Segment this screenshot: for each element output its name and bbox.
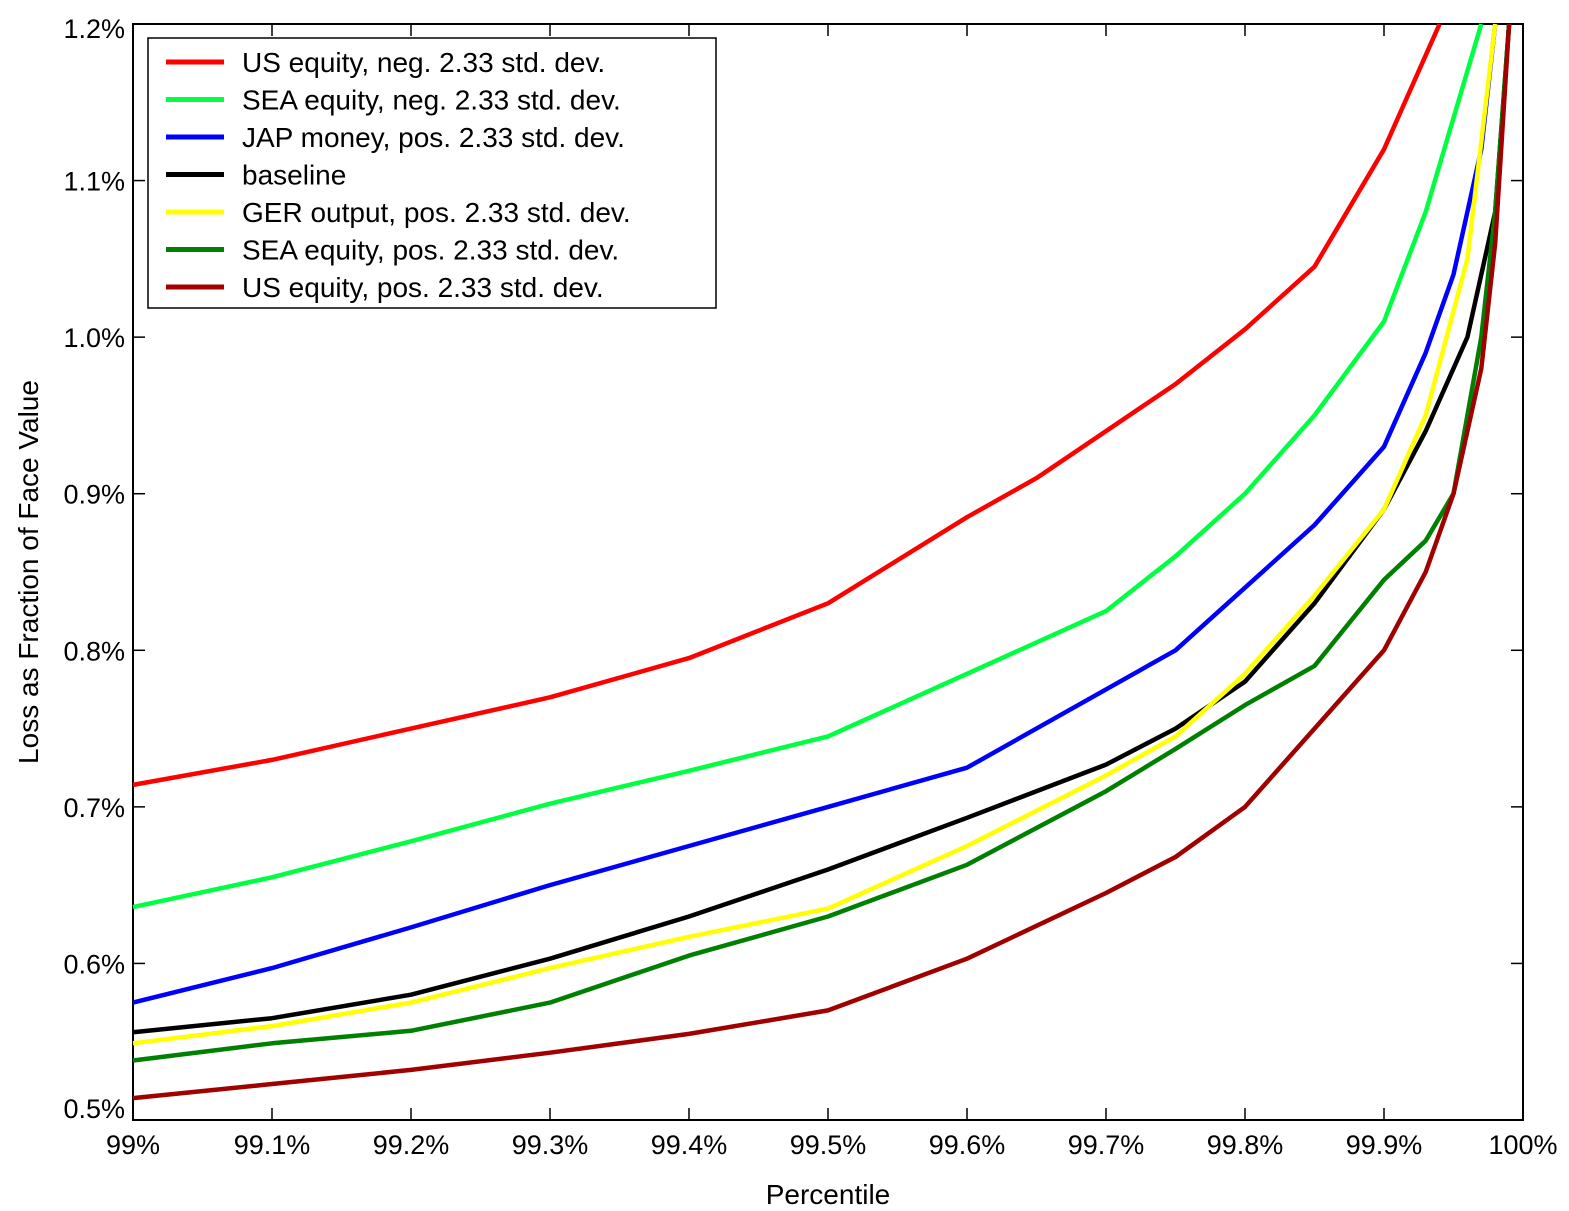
y-tick-label: 0.5% xyxy=(63,1094,125,1124)
x-axis-label: Percentile xyxy=(766,1179,891,1210)
legend-label: US equity, neg. 2.33 std. dev. xyxy=(242,47,605,78)
series-line-5 xyxy=(132,23,1498,1046)
series-line-4 xyxy=(132,23,1512,1035)
x-tick-label: 99.8% xyxy=(1207,1130,1284,1160)
x-tick-label: 100% xyxy=(1488,1130,1557,1160)
x-tick-label: 99.3% xyxy=(512,1130,589,1160)
legend-label: US equity, pos. 2.33 std. dev. xyxy=(242,272,604,303)
series-line-2 xyxy=(132,23,1484,910)
y-tick-label: 1.1% xyxy=(63,167,125,197)
legend: US equity, neg. 2.33 std. dev. SEA equity… xyxy=(147,37,717,309)
legend-label: SEA equity, pos. 2.33 std. dev. xyxy=(242,235,619,266)
legend-box xyxy=(147,37,717,309)
x-tick-label: 99.6% xyxy=(929,1130,1006,1160)
x-tick-label: 99.7% xyxy=(1068,1130,1145,1160)
x-tick-label: 99.9% xyxy=(1346,1130,1423,1160)
legend-label: baseline xyxy=(242,160,346,191)
legend-label: SEA equity, neg. 2.33 std. dev. xyxy=(242,85,621,116)
x-tick-label: 99.4% xyxy=(651,1130,728,1160)
series-line-1 xyxy=(132,23,1442,788)
series-line-7 xyxy=(132,23,1512,1101)
legend-label: GER output, pos. 2.33 std. dev. xyxy=(242,197,631,228)
y-tick-label: 1.2% xyxy=(63,14,125,44)
y-tick-label: 1.0% xyxy=(63,323,125,353)
y-tick-label: 0.8% xyxy=(63,636,125,666)
y-tick-label: 0.6% xyxy=(63,949,125,979)
legend-label: JAP money, pos. 2.33 std. dev. xyxy=(242,122,625,153)
x-tick-label: 99.2% xyxy=(373,1130,450,1160)
y-axis-label: Loss as Fraction of Face Value xyxy=(13,380,44,764)
series-line-6 xyxy=(132,23,1512,1063)
series-line-3 xyxy=(132,23,1498,1005)
y-tick-label: 0.9% xyxy=(63,480,125,510)
series-lines xyxy=(132,23,1512,1101)
x-tick-label: 99.5% xyxy=(790,1130,867,1160)
y-axis: 0.5% 0.6% 0.7% 0.8% 0.9% 1.0% 1.1% 1.2% xyxy=(63,14,1523,1124)
x-axis: 99% 99.1% 99.2% 99.3% 99.4% 99.5% 99.6% 99.7% 99… xyxy=(106,24,1558,1160)
y-tick-label: 0.7% xyxy=(63,793,125,823)
x-tick-label: 99% xyxy=(106,1130,160,1160)
x-tick-label: 99.1% xyxy=(234,1130,311,1160)
